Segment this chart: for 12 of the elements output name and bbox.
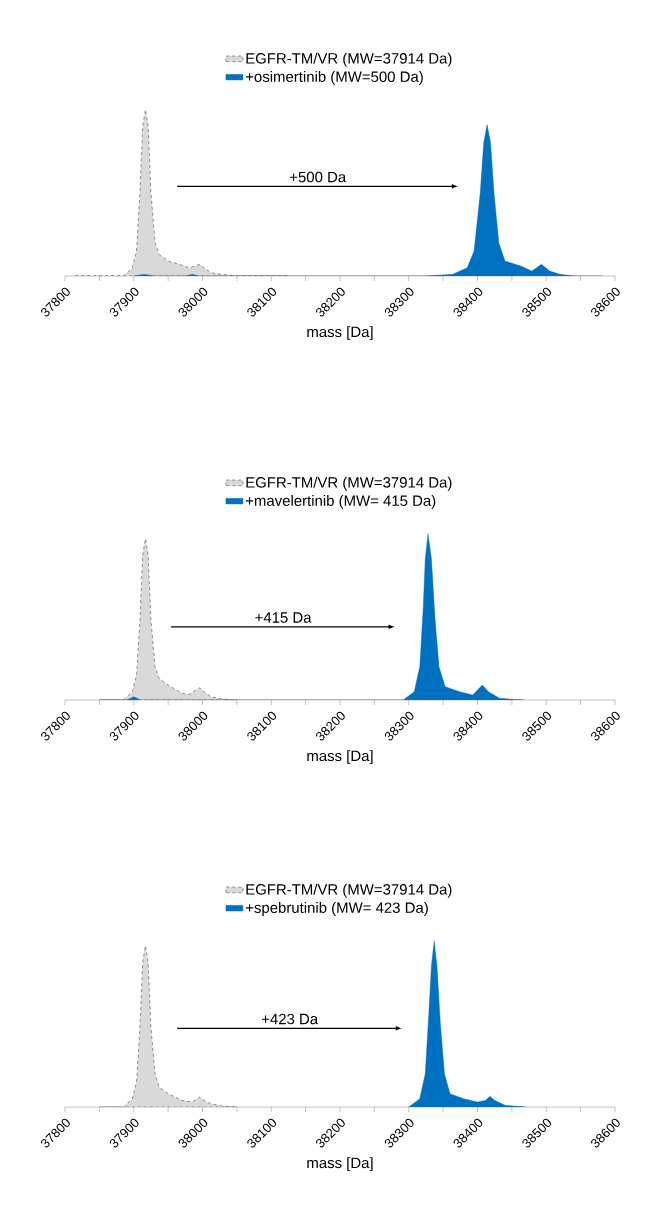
x-axis-title: mass [Da] (307, 326, 373, 341)
legend-label: +spebrutinib (MW= 423 Da) (245, 902, 428, 916)
annotation: +423 Da (261, 1013, 319, 1025)
legend-label: EGFR-TM/VR (MW=37914 Da) (246, 476, 452, 491)
legend-label: +mavelertinib (MW= 415 Da) (245, 495, 436, 509)
annotation: +415 Da (255, 612, 312, 623)
legend-label: +osimertinib (MW=500 Da) (245, 71, 423, 85)
annotation: +500 Da (290, 171, 347, 183)
x-axis-title: mass [Da] (307, 750, 373, 765)
x-axis-title: mass [Da] (307, 1157, 373, 1172)
legend-label: EGFR-TM/VR (MW=37914 Da) (246, 883, 452, 898)
legend-label: EGFR-TM/VR (MW=37914 Da) (246, 52, 452, 67)
